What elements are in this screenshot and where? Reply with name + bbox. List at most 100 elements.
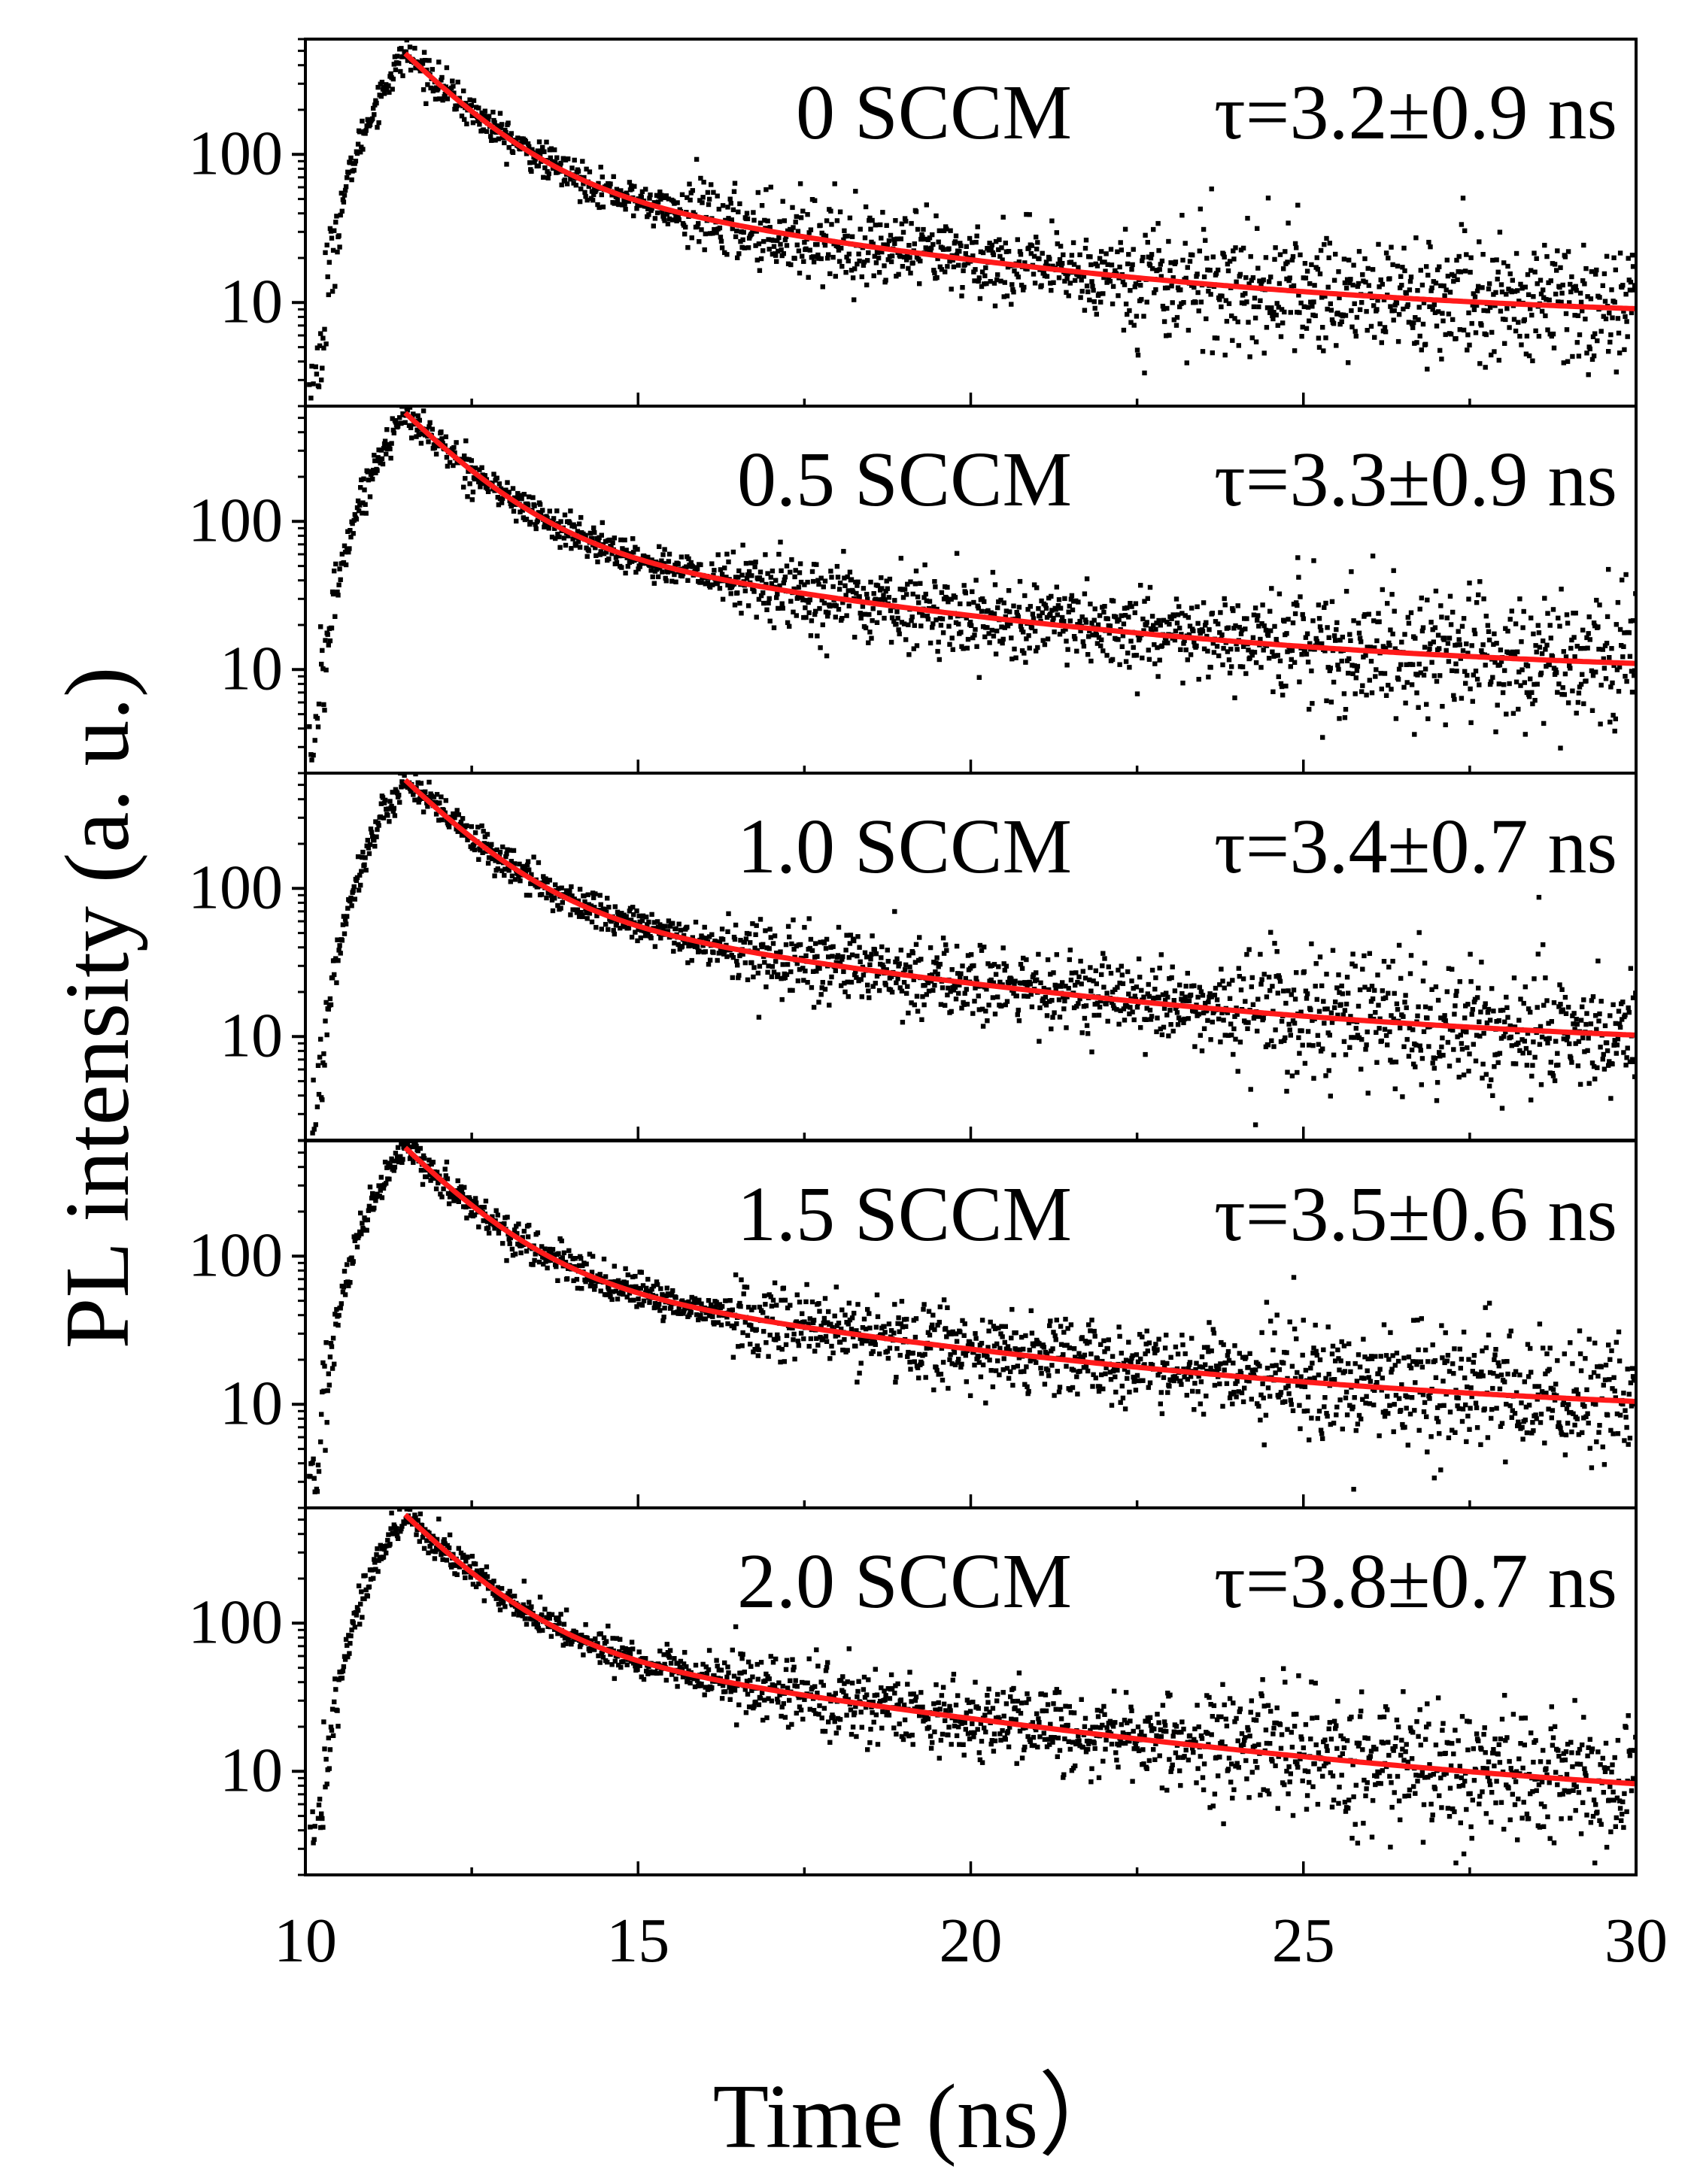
data-point bbox=[763, 581, 769, 587]
data-point bbox=[930, 241, 936, 247]
data-point bbox=[881, 593, 886, 598]
data-point bbox=[616, 553, 622, 559]
data-point bbox=[607, 537, 612, 543]
data-point bbox=[997, 253, 1003, 259]
data-point bbox=[1417, 606, 1422, 612]
data-point bbox=[1471, 672, 1476, 678]
data-point bbox=[1355, 620, 1362, 626]
data-point bbox=[1544, 253, 1550, 259]
data-point bbox=[808, 227, 814, 232]
data-point bbox=[471, 98, 477, 103]
data-point bbox=[1258, 283, 1264, 288]
data-point bbox=[378, 814, 383, 820]
data-point bbox=[1021, 287, 1026, 293]
data-point bbox=[1178, 287, 1183, 293]
data-point bbox=[1632, 673, 1636, 678]
data-point bbox=[382, 797, 388, 803]
data-point bbox=[599, 927, 604, 932]
data-point bbox=[1315, 1033, 1321, 1038]
data-point bbox=[369, 471, 375, 476]
data-point bbox=[818, 223, 823, 228]
data-point bbox=[1019, 648, 1025, 654]
data-point bbox=[338, 951, 343, 956]
data-point bbox=[991, 980, 997, 985]
data-point bbox=[1463, 268, 1468, 274]
data-point bbox=[1261, 623, 1267, 629]
data-point bbox=[922, 983, 927, 988]
data-point bbox=[1067, 957, 1072, 963]
data-point bbox=[427, 779, 432, 785]
data-point bbox=[1161, 1024, 1167, 1030]
data-point bbox=[938, 1002, 944, 1007]
data-point bbox=[1556, 299, 1561, 305]
data-point bbox=[903, 637, 909, 642]
data-point bbox=[1335, 311, 1340, 316]
data-point bbox=[646, 212, 651, 217]
data-point bbox=[771, 969, 777, 975]
data-point bbox=[1294, 600, 1299, 605]
data-point bbox=[743, 560, 749, 566]
data-point bbox=[676, 217, 682, 223]
data-point bbox=[1261, 972, 1267, 977]
data-point bbox=[511, 848, 517, 854]
data-point bbox=[791, 609, 796, 614]
data-point bbox=[844, 254, 849, 260]
data-point bbox=[1083, 620, 1089, 625]
data-point bbox=[1024, 636, 1029, 642]
data-point bbox=[885, 242, 890, 247]
data-point bbox=[818, 939, 823, 945]
data-point bbox=[1283, 1000, 1289, 1006]
data-point bbox=[1014, 993, 1019, 999]
data-point bbox=[1565, 700, 1571, 705]
data-point bbox=[1138, 1025, 1143, 1030]
data-point bbox=[1298, 1009, 1304, 1015]
data-point bbox=[1554, 268, 1559, 273]
data-point bbox=[1477, 1033, 1483, 1039]
data-point bbox=[1031, 253, 1037, 259]
data-point bbox=[460, 816, 466, 821]
data-point bbox=[958, 241, 963, 246]
data-point bbox=[1497, 663, 1503, 668]
data-point bbox=[1352, 691, 1358, 696]
data-point bbox=[506, 490, 512, 495]
data-point bbox=[454, 808, 460, 813]
data-point bbox=[629, 934, 635, 940]
data-point bbox=[1181, 641, 1186, 646]
data-point bbox=[1404, 290, 1409, 296]
data-point bbox=[794, 961, 800, 966]
data-point bbox=[673, 579, 678, 584]
data-point bbox=[463, 475, 468, 481]
data-point bbox=[351, 888, 356, 893]
data-point bbox=[1109, 999, 1115, 1006]
data-point bbox=[1307, 706, 1312, 712]
data-point bbox=[1104, 1001, 1109, 1007]
data-point bbox=[883, 278, 888, 283]
data-point bbox=[739, 572, 745, 578]
data-point bbox=[1296, 1035, 1301, 1040]
data-point bbox=[1269, 305, 1274, 311]
data-point bbox=[1304, 268, 1310, 274]
data-point bbox=[768, 184, 773, 190]
data-point bbox=[320, 666, 326, 672]
data-point bbox=[872, 947, 877, 952]
data-point bbox=[1203, 238, 1208, 243]
data-point bbox=[648, 568, 654, 573]
data-point bbox=[779, 247, 784, 253]
data-point bbox=[994, 277, 1000, 283]
data-point bbox=[745, 216, 751, 222]
data-point bbox=[1048, 972, 1053, 977]
data-point bbox=[1073, 982, 1078, 988]
data-point bbox=[897, 985, 903, 990]
data-point bbox=[625, 563, 630, 569]
data-point bbox=[907, 964, 912, 969]
data-point bbox=[980, 250, 986, 256]
data-point bbox=[1616, 330, 1622, 336]
data-point bbox=[532, 503, 537, 508]
data-point bbox=[356, 887, 362, 893]
data-point bbox=[527, 144, 532, 150]
data-point bbox=[1324, 235, 1329, 241]
data-point bbox=[845, 588, 851, 593]
data-point bbox=[1495, 276, 1500, 282]
data-point bbox=[876, 255, 882, 261]
data-point bbox=[635, 938, 640, 944]
